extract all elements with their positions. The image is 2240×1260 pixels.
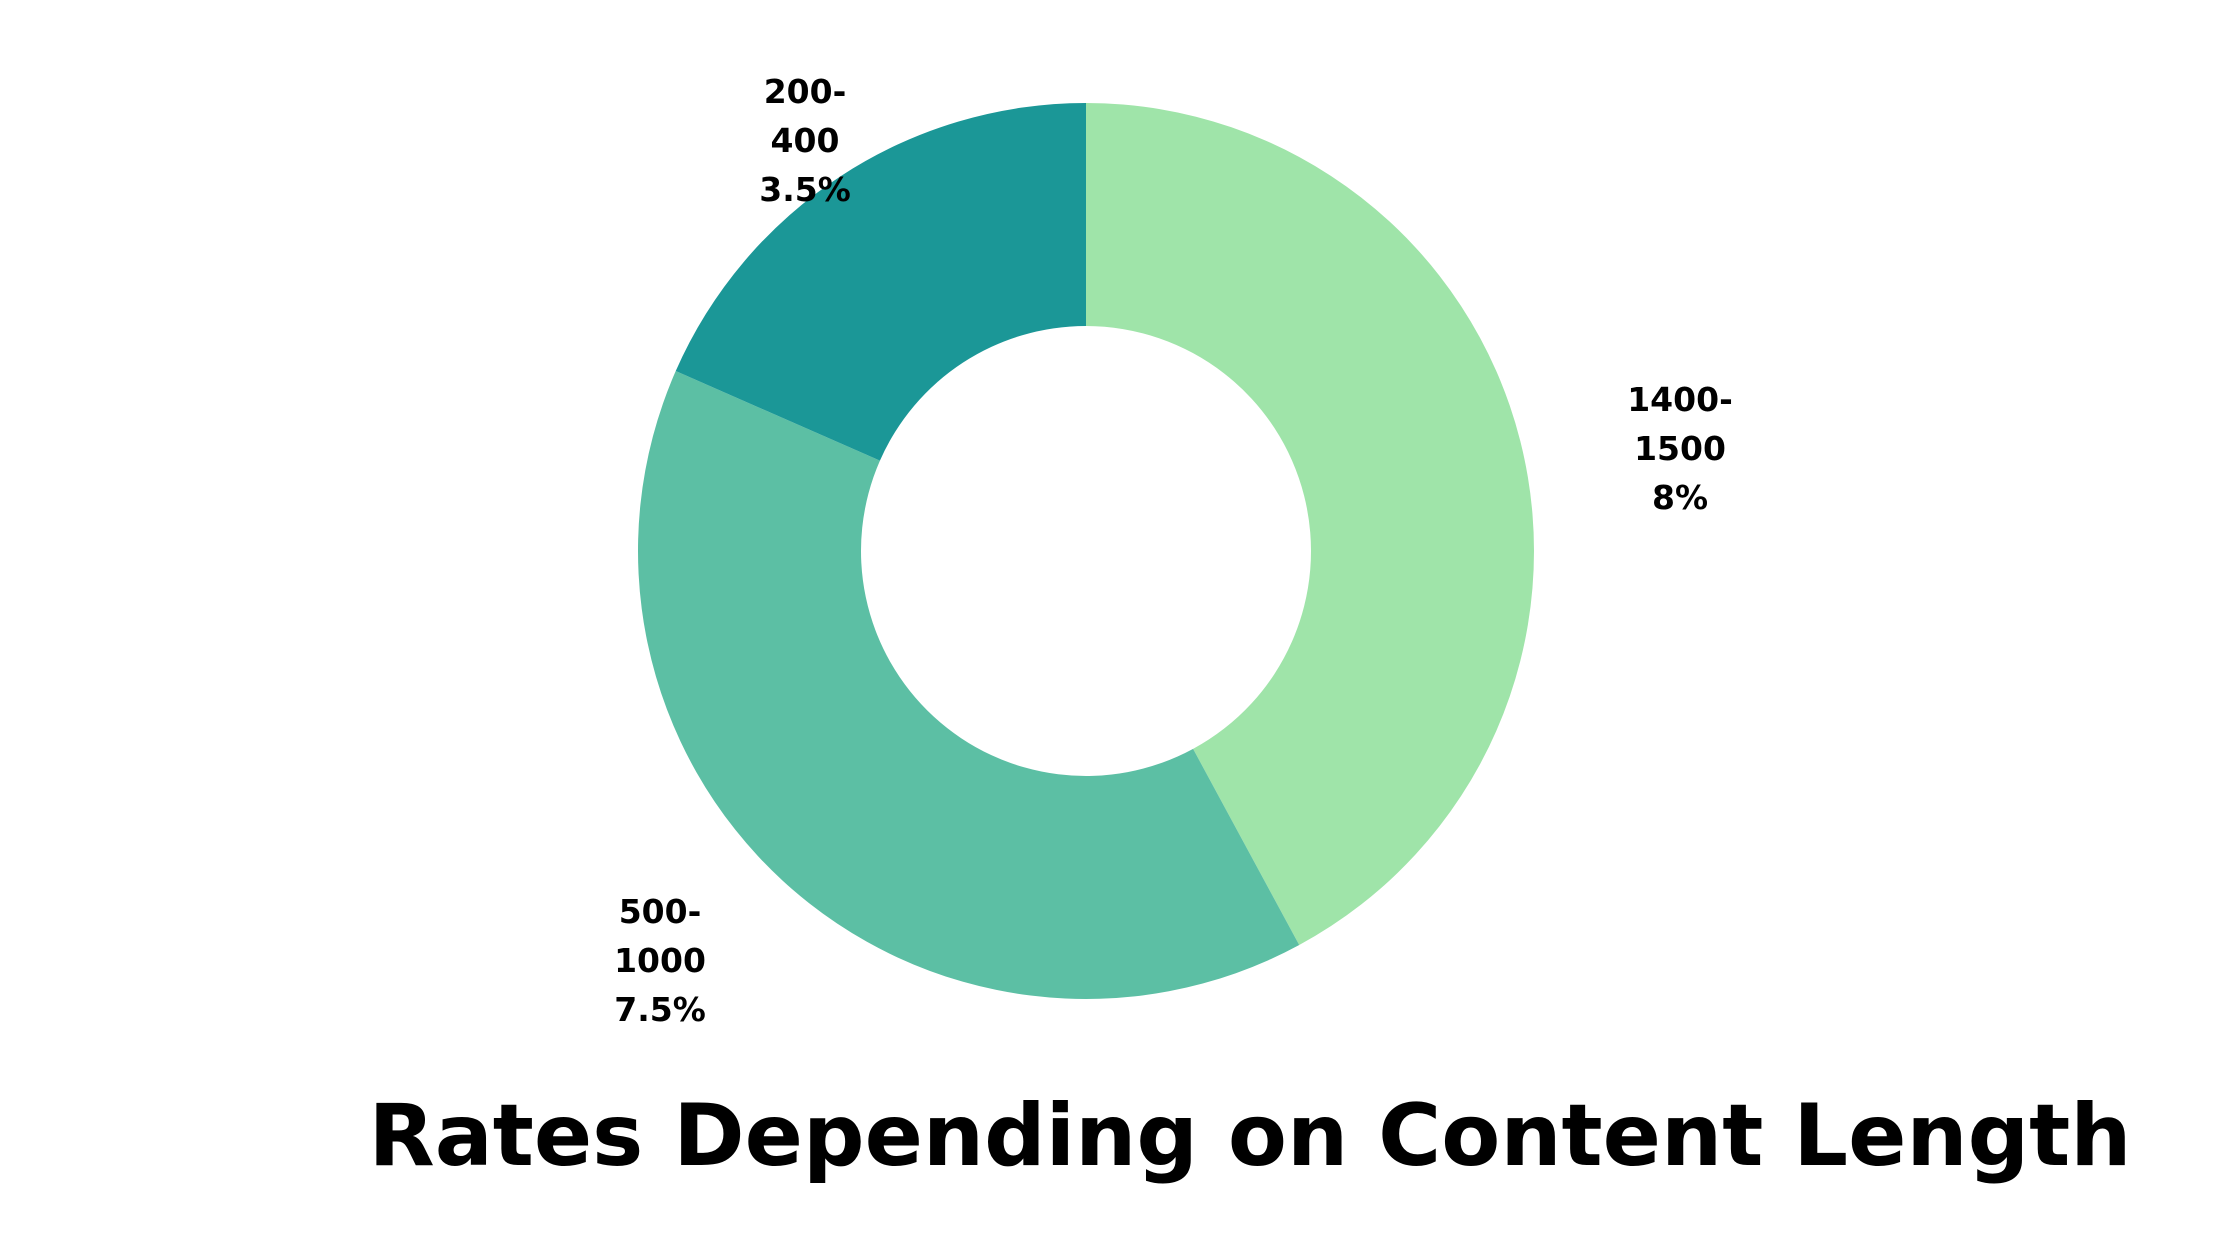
- chart-title: Rates Depending on Content Length: [368, 1086, 2132, 1186]
- slice-value-label: 3.5%: [759, 170, 851, 209]
- donut-slice-1400-1500: [1086, 103, 1535, 946]
- slice-category-line-1: 1400-: [1627, 380, 1733, 419]
- donut-slice-200-400: [675, 103, 1086, 461]
- slice-value-label: 8%: [1651, 478, 1709, 517]
- slice-category-line-1: 500-: [618, 892, 702, 931]
- slice-label-200-400: 200- 400 3.5%: [750, 67, 860, 214]
- donut-slices: [637, 103, 1535, 1000]
- slice-category-line-2: 1000: [614, 941, 706, 980]
- slice-value-label: 7.5%: [614, 990, 706, 1029]
- slice-label-1400-1500: 1400- 1500 8%: [1625, 375, 1735, 522]
- slice-category-line-2: 1500: [1634, 429, 1726, 468]
- slice-category-line-2: 400: [770, 121, 840, 160]
- slice-label-500-1000: 500- 1000 7.5%: [605, 887, 715, 1034]
- slice-category-line-1: 200-: [763, 72, 847, 111]
- donut-slice-500-1000: [637, 371, 1300, 1000]
